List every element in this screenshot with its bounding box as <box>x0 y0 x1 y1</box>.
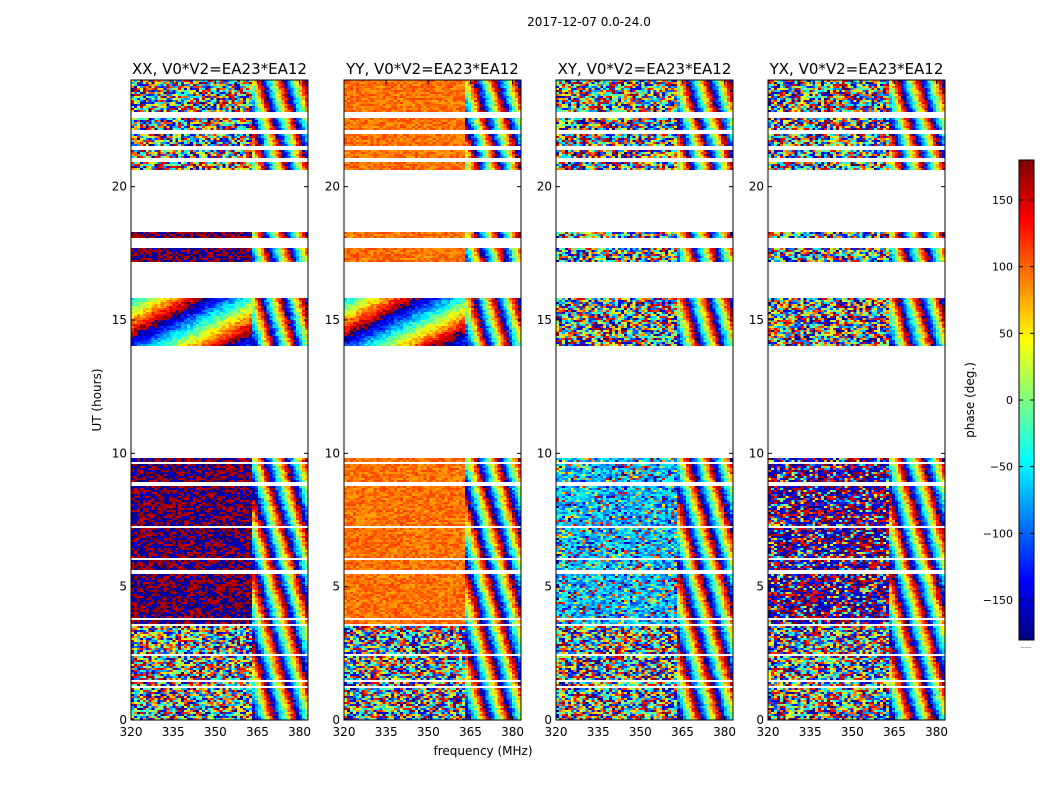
y-tick-label: 20 <box>537 180 552 194</box>
x-tick-label: 365 <box>246 725 269 739</box>
x-tick-label: 380 <box>288 725 311 739</box>
colorbar-tick-label: 150 <box>992 194 1013 207</box>
colorbar-under-label: ...... <box>1020 643 1032 650</box>
x-tick-label: 350 <box>841 725 864 739</box>
y-tick-label: 5 <box>332 580 340 594</box>
x-tick-label: 335 <box>162 725 185 739</box>
colorbar-tick-label: −100 <box>983 527 1013 540</box>
colorbar-tick-label: 50 <box>999 327 1013 340</box>
x-tick-label: 365 <box>671 725 694 739</box>
heatmap-cells <box>556 80 733 720</box>
colorbar-tick-label: 0 <box>1006 394 1013 407</box>
y-tick-label: 5 <box>756 580 764 594</box>
colorbar-tick-label: −150 <box>983 594 1013 607</box>
colorbar: −150 −100 −50 0 50 100 150 <box>983 160 1034 640</box>
y-axis-label: UT (hours) <box>90 368 104 431</box>
colorbar-label: phase (deg.) <box>963 362 977 438</box>
x-tick-label: 365 <box>459 725 482 739</box>
x-tick-label: 380 <box>713 725 736 739</box>
x-tick-label: 350 <box>629 725 652 739</box>
y-tick-label: 15 <box>749 313 764 327</box>
x-tick-label: 380 <box>925 725 948 739</box>
y-tick-label: 10 <box>325 446 340 460</box>
figure: 2017-12-07 0.0-24.0 XX, V0*V2=EA23*EA12 3… <box>0 0 1050 800</box>
panel-title: XY, V0*V2=EA23*EA12 <box>558 60 732 78</box>
y-tick-label: 20 <box>325 180 340 194</box>
heatmap-cells <box>768 80 945 720</box>
panel-xx: XX, V0*V2=EA23*EA12 320 335 350 365 380 0 5 10 15… <box>112 60 311 739</box>
panel-title: YX, V0*V2=EA23*EA12 <box>769 60 944 78</box>
y-tick-label: 15 <box>537 313 552 327</box>
y-tick-label: 0 <box>119 713 127 727</box>
x-axis-label: frequency (MHz) <box>433 744 532 758</box>
heatmap-cells <box>344 80 521 720</box>
y-tick-label: 10 <box>749 446 764 460</box>
panel-yy: YY, V0*V2=EA23*EA12 320 335 350 365 380 0 5 10 15… <box>325 60 524 739</box>
y-tick-label: 20 <box>749 180 764 194</box>
panel-yx: YX, V0*V2=EA23*EA12 320 335 350 365 380 0 5 10 15… <box>749 60 948 739</box>
x-tick-label: 320 <box>545 725 568 739</box>
figure-title: 2017-12-07 0.0-24.0 <box>527 15 651 29</box>
panel-title: XX, V0*V2=EA23*EA12 <box>132 60 307 78</box>
x-tick-label: 350 <box>417 725 440 739</box>
y-tick-label: 15 <box>325 313 340 327</box>
heatmap-panels: XX, V0*V2=EA23*EA12 320 335 350 365 380 0 5 10 15… <box>112 60 948 739</box>
x-tick-label: 380 <box>501 725 524 739</box>
y-tick-label: 0 <box>756 713 764 727</box>
y-tick-label: 5 <box>119 580 127 594</box>
heatmap-cells <box>131 80 308 720</box>
x-tick-label: 365 <box>883 725 906 739</box>
panel-title: YY, V0*V2=EA23*EA12 <box>345 60 519 78</box>
y-tick-label: 15 <box>112 313 127 327</box>
panel-xy: XY, V0*V2=EA23*EA12 320 335 350 365 380 0 5 10 15… <box>537 60 736 739</box>
y-tick-label: 20 <box>112 180 127 194</box>
y-tick-label: 10 <box>112 446 127 460</box>
x-tick-label: 335 <box>799 725 822 739</box>
colorbar-tick-label: −50 <box>990 461 1013 474</box>
x-tick-label: 320 <box>120 725 143 739</box>
y-tick-label: 5 <box>544 580 552 594</box>
x-tick-label: 335 <box>587 725 610 739</box>
y-tick-label: 0 <box>332 713 340 727</box>
x-tick-label: 350 <box>204 725 227 739</box>
colorbar-tick-label: 100 <box>992 261 1013 274</box>
y-tick-label: 10 <box>537 446 552 460</box>
x-tick-label: 335 <box>375 725 398 739</box>
x-tick-label: 320 <box>757 725 780 739</box>
x-tick-label: 320 <box>333 725 356 739</box>
y-tick-label: 0 <box>544 713 552 727</box>
